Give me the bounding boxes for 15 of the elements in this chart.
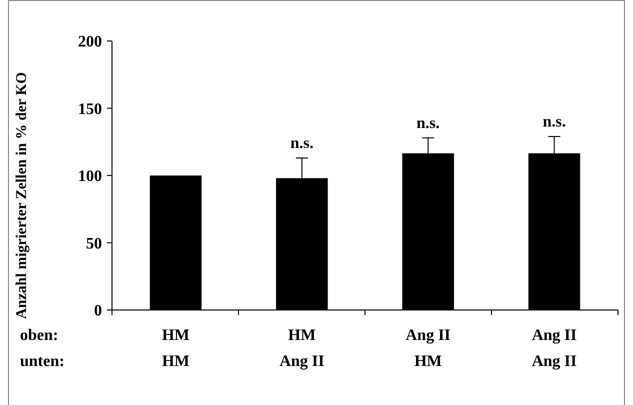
y-tick-label: 200 [78,34,102,51]
y-tick-label: 150 [78,100,102,118]
y-axis-title: Anzahl migrierter Zellen in % der KO [14,72,30,319]
x-tick-label: HM Ang II [279,327,324,370]
text: oben: [20,327,58,344]
y-tick-label: 0 [94,302,102,320]
x-tick-label: Ang II HM [406,327,451,370]
annotation: n.s. [542,113,566,130]
x-tick-label: Ang II Ang II [532,327,577,370]
x-tick-label: HM HM [162,327,190,370]
annotation: n.s. [290,135,314,152]
y-tick-label: 100 [78,168,102,186]
annotation: n.s. [416,114,440,132]
y-tick-label: 50 [86,235,102,252]
text: unten: [20,353,64,370]
